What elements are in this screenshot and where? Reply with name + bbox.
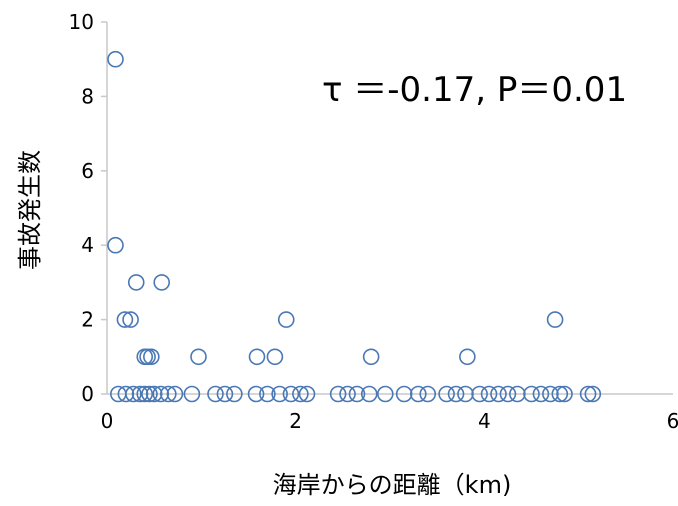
data-point <box>282 385 300 403</box>
data-point <box>183 385 201 403</box>
x-tick-label: 2 <box>289 409 302 433</box>
data-point <box>480 385 498 403</box>
y-tick-label: 6 <box>81 159 94 183</box>
data-point <box>490 385 507 403</box>
x-axis-title: 海岸からの距離（km) <box>273 471 512 499</box>
data-point <box>532 385 550 403</box>
data-point <box>247 385 265 403</box>
data-point <box>143 348 160 366</box>
data-point <box>542 385 559 403</box>
data-points <box>107 50 602 403</box>
y-tick-label: 4 <box>81 233 94 257</box>
data-point <box>259 385 276 403</box>
data-point <box>136 385 154 403</box>
data-point <box>395 385 413 403</box>
y-axis-title: 事故発生数 <box>16 150 44 270</box>
data-point <box>152 385 170 403</box>
data-point <box>122 311 139 328</box>
data-point <box>523 385 540 403</box>
data-point <box>125 385 142 403</box>
data-point <box>131 385 149 403</box>
data-point <box>362 348 380 366</box>
x-tick-label: 0 <box>101 409 114 433</box>
y-tick-label: 2 <box>81 308 94 332</box>
data-point <box>447 385 465 403</box>
x-tick-label: 4 <box>478 409 491 433</box>
data-point <box>509 385 526 403</box>
data-point <box>298 385 316 403</box>
data-point <box>419 385 437 403</box>
data-point <box>409 385 427 403</box>
data-point <box>127 274 145 291</box>
data-point <box>499 385 517 403</box>
data-point <box>360 385 378 403</box>
data-point <box>271 385 288 403</box>
data-point <box>376 385 394 403</box>
data-point <box>117 385 135 403</box>
tick-labels: 0 2 4 6 8 10 0 2 4 6 <box>69 10 678 433</box>
data-point <box>584 385 602 403</box>
data-point <box>438 385 455 403</box>
data-point <box>141 385 158 403</box>
y-tick-label: 8 <box>81 84 94 108</box>
data-point <box>248 348 266 366</box>
data-point <box>107 50 124 68</box>
data-point <box>139 348 156 366</box>
y-tick-label: 10 <box>69 10 94 34</box>
data-point <box>145 385 163 403</box>
data-point <box>207 385 224 403</box>
data-point <box>546 311 564 328</box>
correlation-annotation: τ ＝-0.17, P＝0.01 <box>322 70 627 110</box>
data-point <box>116 311 134 328</box>
data-point <box>292 385 309 403</box>
data-point <box>160 385 177 403</box>
data-point <box>339 385 356 403</box>
x-tick-label: 6 <box>667 409 678 433</box>
data-point <box>216 385 234 403</box>
data-point <box>348 385 366 403</box>
data-point <box>153 274 171 291</box>
data-point <box>556 385 573 403</box>
data-point <box>266 348 284 366</box>
data-point <box>107 236 124 254</box>
data-point <box>277 311 295 328</box>
data-point <box>471 385 488 403</box>
data-point <box>190 348 207 366</box>
data-point <box>329 385 347 403</box>
data-point <box>579 385 597 403</box>
data-point <box>551 385 569 403</box>
y-tick-label: 0 <box>81 382 94 406</box>
data-point <box>457 385 474 403</box>
data-point <box>459 348 476 366</box>
axes <box>106 22 673 395</box>
data-point <box>226 385 243 403</box>
data-point <box>166 385 184 403</box>
